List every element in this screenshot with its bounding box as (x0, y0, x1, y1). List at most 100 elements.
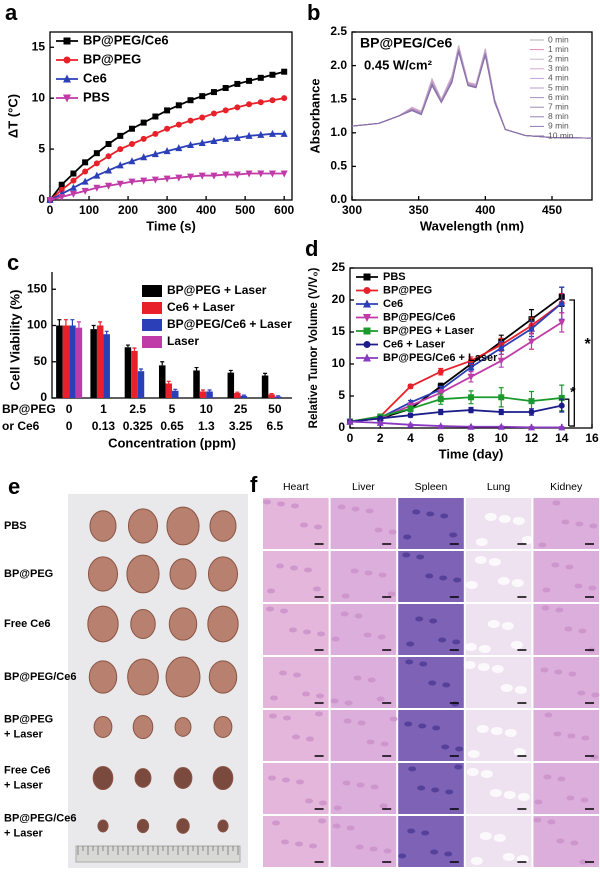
tumor (165, 656, 201, 698)
tissue-texture (552, 500, 561, 506)
marker (105, 153, 112, 160)
tissue-texture (445, 789, 454, 795)
marker (234, 104, 241, 111)
tissue-texture (513, 748, 526, 756)
tissue-texture (343, 718, 352, 724)
tissue-texture (293, 672, 301, 678)
tissue-texture (425, 573, 434, 579)
error-bar (98, 321, 103, 326)
tissue-texture (439, 575, 448, 581)
tissue-texture (455, 746, 464, 752)
tumor (92, 765, 114, 791)
legend-label: BP@PEG/Ce6 (383, 311, 455, 323)
tumor (207, 605, 239, 643)
marker (245, 170, 253, 178)
marker (257, 130, 265, 138)
marker (117, 146, 124, 153)
marker (116, 161, 124, 169)
panel-label: d (305, 236, 318, 261)
panel-label: c (7, 250, 19, 275)
marker (93, 184, 101, 192)
marker (70, 170, 77, 177)
marker (163, 175, 171, 183)
x-tick-label: 10 (495, 431, 509, 445)
tumor (127, 658, 159, 696)
histology-image (533, 816, 599, 867)
x-tick-label: 0 (66, 402, 73, 416)
marker (164, 125, 171, 132)
marker (407, 420, 414, 428)
tissue-texture (442, 682, 451, 688)
y-tick-label: 100 (27, 318, 47, 332)
tissue-texture (305, 798, 313, 804)
legend-marker (63, 56, 71, 64)
marker (81, 187, 89, 195)
tissue-texture (406, 641, 415, 647)
bar (69, 325, 76, 398)
row-label: BP@PEG (4, 713, 53, 725)
panel-label: a (5, 0, 18, 25)
tissue-texture (412, 509, 421, 515)
bar (193, 370, 200, 398)
tissue-texture (350, 568, 359, 574)
tissue-texture (354, 613, 363, 619)
tissue-texture (441, 744, 450, 750)
marker (151, 176, 159, 184)
tissue-texture (510, 641, 523, 649)
x-tick-label: 400 (475, 203, 495, 217)
marker (116, 180, 124, 188)
tissue-texture (277, 501, 285, 507)
error-bar (132, 347, 137, 351)
tissue-texture (296, 779, 304, 785)
tissue-texture (554, 669, 563, 675)
tissue-texture (309, 843, 317, 849)
tissue-texture (466, 768, 479, 776)
bar (62, 325, 70, 398)
marker (467, 363, 475, 371)
marker (210, 89, 217, 96)
tissue-texture (346, 825, 355, 831)
tissue-texture (565, 564, 574, 570)
tissue-texture (497, 577, 510, 585)
tissue-texture (498, 515, 511, 523)
tumor (176, 818, 190, 834)
histology-image (398, 498, 464, 549)
tumor (168, 607, 198, 641)
series-line (349, 404, 562, 423)
tumor (217, 819, 229, 833)
tissue-texture (570, 840, 579, 846)
marker (199, 114, 206, 121)
legend-swatch (142, 285, 162, 297)
tumor (136, 818, 150, 834)
marker (497, 422, 505, 430)
error-bar (194, 366, 199, 371)
error-bar (70, 319, 75, 326)
marker (199, 93, 206, 100)
error-bar (269, 393, 274, 395)
marker (437, 422, 445, 430)
marker (246, 77, 253, 84)
tissue-texture (280, 608, 288, 614)
tissue-texture (369, 846, 378, 852)
tumor (97, 819, 109, 833)
histology-image (533, 710, 599, 761)
tissue-texture (316, 693, 324, 699)
tissue-texture (465, 581, 478, 589)
tissue-texture (276, 563, 284, 569)
marker (281, 68, 288, 75)
row-label: Free Ce6 (4, 618, 50, 630)
marker (187, 97, 194, 104)
tissue-texture (488, 558, 501, 566)
legend-marker (63, 74, 71, 83)
tissue-texture (484, 513, 497, 521)
legend-label: 1 min (548, 44, 569, 54)
tissue-texture (383, 848, 392, 854)
legend-marker (363, 299, 371, 308)
histology-image (330, 604, 397, 655)
marker (151, 150, 159, 158)
legend-marker (363, 287, 371, 294)
y-tick-label: 1.5 (330, 91, 347, 105)
y-tick-label: 50 (34, 354, 48, 368)
error-bar (166, 380, 171, 384)
tissue-texture (547, 819, 556, 825)
